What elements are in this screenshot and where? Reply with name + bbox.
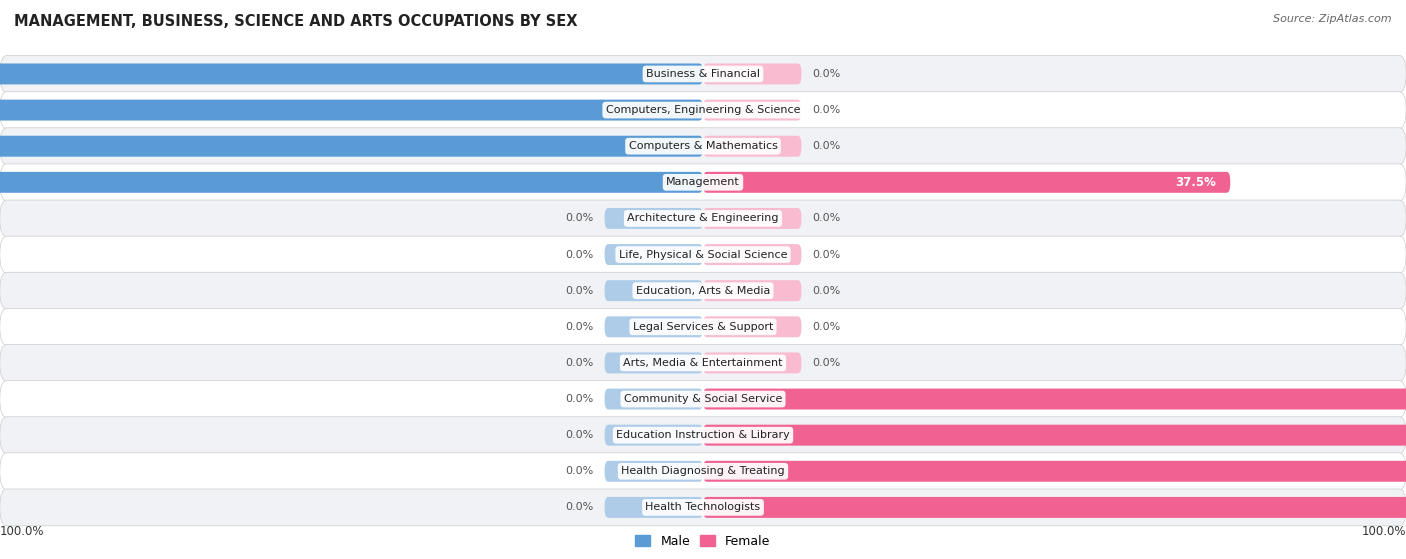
Text: Education, Arts & Media: Education, Arts & Media — [636, 286, 770, 296]
FancyBboxPatch shape — [605, 208, 703, 229]
Text: 0.0%: 0.0% — [565, 286, 593, 296]
FancyBboxPatch shape — [703, 316, 801, 337]
Text: 0.0%: 0.0% — [813, 105, 841, 115]
FancyBboxPatch shape — [703, 461, 1406, 482]
Text: Business & Financial: Business & Financial — [645, 69, 761, 79]
Text: Management: Management — [666, 177, 740, 187]
FancyBboxPatch shape — [703, 497, 1406, 518]
Text: 100.0%: 100.0% — [0, 525, 45, 538]
FancyBboxPatch shape — [0, 381, 1406, 418]
Text: 0.0%: 0.0% — [565, 358, 593, 368]
FancyBboxPatch shape — [0, 164, 1406, 201]
Text: 0.0%: 0.0% — [565, 214, 593, 224]
Text: 0.0%: 0.0% — [813, 141, 841, 151]
Text: 0.0%: 0.0% — [813, 286, 841, 296]
FancyBboxPatch shape — [0, 453, 1406, 490]
FancyBboxPatch shape — [703, 425, 1406, 446]
FancyBboxPatch shape — [703, 208, 801, 229]
Text: 0.0%: 0.0% — [813, 322, 841, 332]
Text: MANAGEMENT, BUSINESS, SCIENCE AND ARTS OCCUPATIONS BY SEX: MANAGEMENT, BUSINESS, SCIENCE AND ARTS O… — [14, 14, 578, 29]
FancyBboxPatch shape — [605, 352, 703, 373]
FancyBboxPatch shape — [0, 55, 1406, 92]
FancyBboxPatch shape — [0, 417, 1406, 453]
FancyBboxPatch shape — [605, 280, 703, 301]
Text: 0.0%: 0.0% — [813, 249, 841, 259]
FancyBboxPatch shape — [703, 389, 1406, 410]
Legend: Male, Female: Male, Female — [630, 530, 776, 553]
FancyBboxPatch shape — [703, 244, 801, 265]
Text: 0.0%: 0.0% — [565, 322, 593, 332]
Text: Arts, Media & Entertainment: Arts, Media & Entertainment — [623, 358, 783, 368]
FancyBboxPatch shape — [0, 136, 703, 157]
Text: 0.0%: 0.0% — [565, 503, 593, 513]
FancyBboxPatch shape — [0, 172, 703, 193]
Text: Health Technologists: Health Technologists — [645, 503, 761, 513]
FancyBboxPatch shape — [703, 64, 801, 84]
FancyBboxPatch shape — [605, 461, 703, 482]
Text: 0.0%: 0.0% — [565, 249, 593, 259]
Text: 37.5%: 37.5% — [1175, 176, 1216, 189]
FancyBboxPatch shape — [0, 236, 1406, 273]
Text: Health Diagnosing & Treating: Health Diagnosing & Treating — [621, 466, 785, 476]
Text: Education Instruction & Library: Education Instruction & Library — [616, 430, 790, 440]
FancyBboxPatch shape — [605, 425, 703, 446]
FancyBboxPatch shape — [703, 352, 801, 373]
Text: 100.0%: 100.0% — [1361, 525, 1406, 538]
FancyBboxPatch shape — [0, 344, 1406, 381]
FancyBboxPatch shape — [0, 272, 1406, 309]
FancyBboxPatch shape — [605, 389, 703, 410]
Text: Computers & Mathematics: Computers & Mathematics — [628, 141, 778, 151]
Text: 0.0%: 0.0% — [813, 69, 841, 79]
FancyBboxPatch shape — [0, 489, 1406, 526]
FancyBboxPatch shape — [0, 100, 703, 121]
Text: Community & Social Service: Community & Social Service — [624, 394, 782, 404]
FancyBboxPatch shape — [605, 244, 703, 265]
FancyBboxPatch shape — [0, 309, 1406, 345]
Text: Source: ZipAtlas.com: Source: ZipAtlas.com — [1274, 14, 1392, 24]
Text: Computers, Engineering & Science: Computers, Engineering & Science — [606, 105, 800, 115]
FancyBboxPatch shape — [605, 497, 703, 518]
Text: 0.0%: 0.0% — [813, 358, 841, 368]
FancyBboxPatch shape — [0, 200, 1406, 237]
FancyBboxPatch shape — [703, 100, 801, 121]
FancyBboxPatch shape — [0, 92, 1406, 129]
Text: 0.0%: 0.0% — [565, 394, 593, 404]
Text: Architecture & Engineering: Architecture & Engineering — [627, 214, 779, 224]
Text: 0.0%: 0.0% — [813, 214, 841, 224]
FancyBboxPatch shape — [703, 280, 801, 301]
Text: 0.0%: 0.0% — [565, 466, 593, 476]
FancyBboxPatch shape — [0, 64, 703, 84]
FancyBboxPatch shape — [0, 128, 1406, 164]
FancyBboxPatch shape — [703, 172, 1230, 193]
FancyBboxPatch shape — [605, 316, 703, 337]
FancyBboxPatch shape — [703, 136, 801, 157]
Text: Legal Services & Support: Legal Services & Support — [633, 322, 773, 332]
Text: 0.0%: 0.0% — [565, 430, 593, 440]
Text: Life, Physical & Social Science: Life, Physical & Social Science — [619, 249, 787, 259]
